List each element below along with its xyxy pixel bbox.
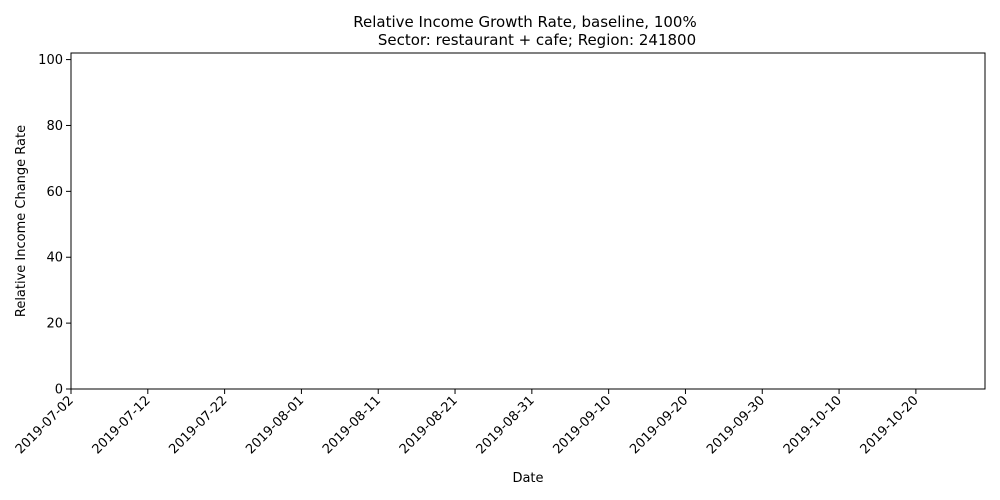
- x-tick-label: 2019-09-20: [627, 393, 691, 457]
- x-tick-label: 2019-10-20: [858, 393, 922, 457]
- x-tick-label: 2019-07-12: [90, 393, 154, 457]
- x-tick-label: 2019-07-02: [13, 393, 77, 457]
- chart-title: Relative Income Growth Rate, baseline, 1…: [353, 13, 696, 49]
- x-tick-label: 2019-07-22: [166, 393, 230, 457]
- plot-area: [70, 52, 986, 390]
- chart-title-line-1: Relative Income Growth Rate, baseline, 1…: [353, 13, 696, 31]
- x-tick-label: 2019-08-31: [474, 393, 538, 457]
- y-tick-label: 60: [46, 185, 63, 200]
- y-tick-label: 20: [46, 317, 63, 332]
- x-tick-label: 2019-09-10: [550, 393, 614, 457]
- x-tick-label: 2019-09-30: [704, 393, 768, 457]
- y-axis-label: Relative Income Change Rate: [14, 125, 29, 317]
- x-tick-label: 2019-10-10: [781, 393, 845, 457]
- x-axis-ticks: 2019-07-02 2019-07-12 2019-07-22 2019-08-01…: [13, 389, 922, 457]
- y-tick-label: 100: [38, 53, 63, 68]
- x-tick-label: 2019-08-01: [243, 393, 307, 457]
- y-tick-label: 80: [46, 119, 63, 134]
- chart-title-line-2: Sector: restaurant + cafe; Region: 24180…: [378, 31, 696, 49]
- y-tick-label: 0: [55, 383, 63, 398]
- x-tick-label: 2019-08-11: [320, 393, 384, 457]
- y-tick-label: 40: [46, 251, 63, 266]
- x-axis-label: Date: [512, 471, 543, 486]
- y-axis-ticks: 0 20 40 60 80 100: [38, 53, 71, 398]
- x-tick-label: 2019-08-21: [397, 393, 461, 457]
